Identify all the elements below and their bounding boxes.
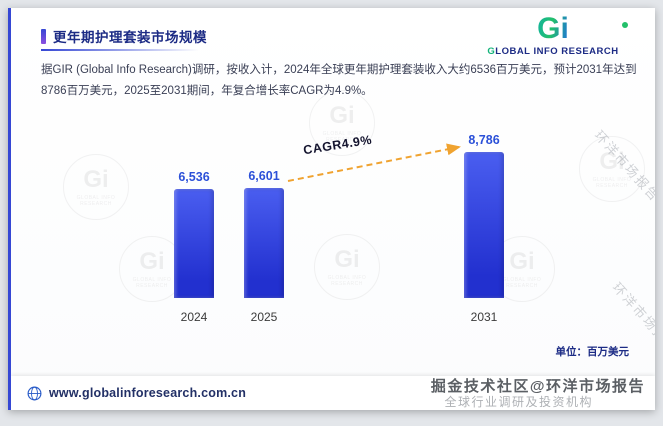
bar-2024 [174, 189, 214, 298]
gir-logo: Gi GLOBAL INFO RESEARCH [465, 14, 641, 57]
report-description: 据GIR (Global Info Research)调研，按收入计，2024年… [41, 64, 637, 97]
x-axis-label: 2024 [180, 310, 208, 324]
bar-value-label: 8,786 [468, 133, 500, 147]
website-url[interactable]: www.globalinforesearch.com.cn [49, 386, 247, 400]
cagr-annotation: CAGR4.9% [302, 132, 373, 158]
bar-value-label: 6,536 [178, 170, 210, 184]
page-title-row: 更年期护理套装市场规模 [41, 26, 207, 46]
bar-2025 [244, 188, 284, 298]
gir-logo-name: GLOBAL INFO RESEARCH [487, 46, 619, 57]
page-title: 更年期护理套装市场规模 [53, 30, 207, 45]
title-accent-bar [41, 28, 46, 44]
footer-bar: www.globalinforesearch.com.cn [11, 376, 655, 410]
bar-value-label: 6,601 [248, 169, 280, 183]
title-underline [41, 49, 199, 51]
x-axis-label: 2031 [470, 310, 498, 324]
x-axis-label: 2025 [250, 310, 278, 324]
gir-logo-dot [622, 22, 628, 28]
bar-2031 [464, 152, 504, 298]
report-card: 更年期护理套装市场规模 Gi GLOBAL INFO RESEARCH 据GIR… [8, 8, 655, 410]
bar-chart: CAGR4.9% 6,536 2024 6,601 2025 8,786 2031 [41, 112, 641, 332]
globe-icon [27, 386, 42, 401]
gir-logo-mark: Gi [537, 12, 569, 45]
unit-label: 单位：百万美元 [555, 346, 630, 358]
